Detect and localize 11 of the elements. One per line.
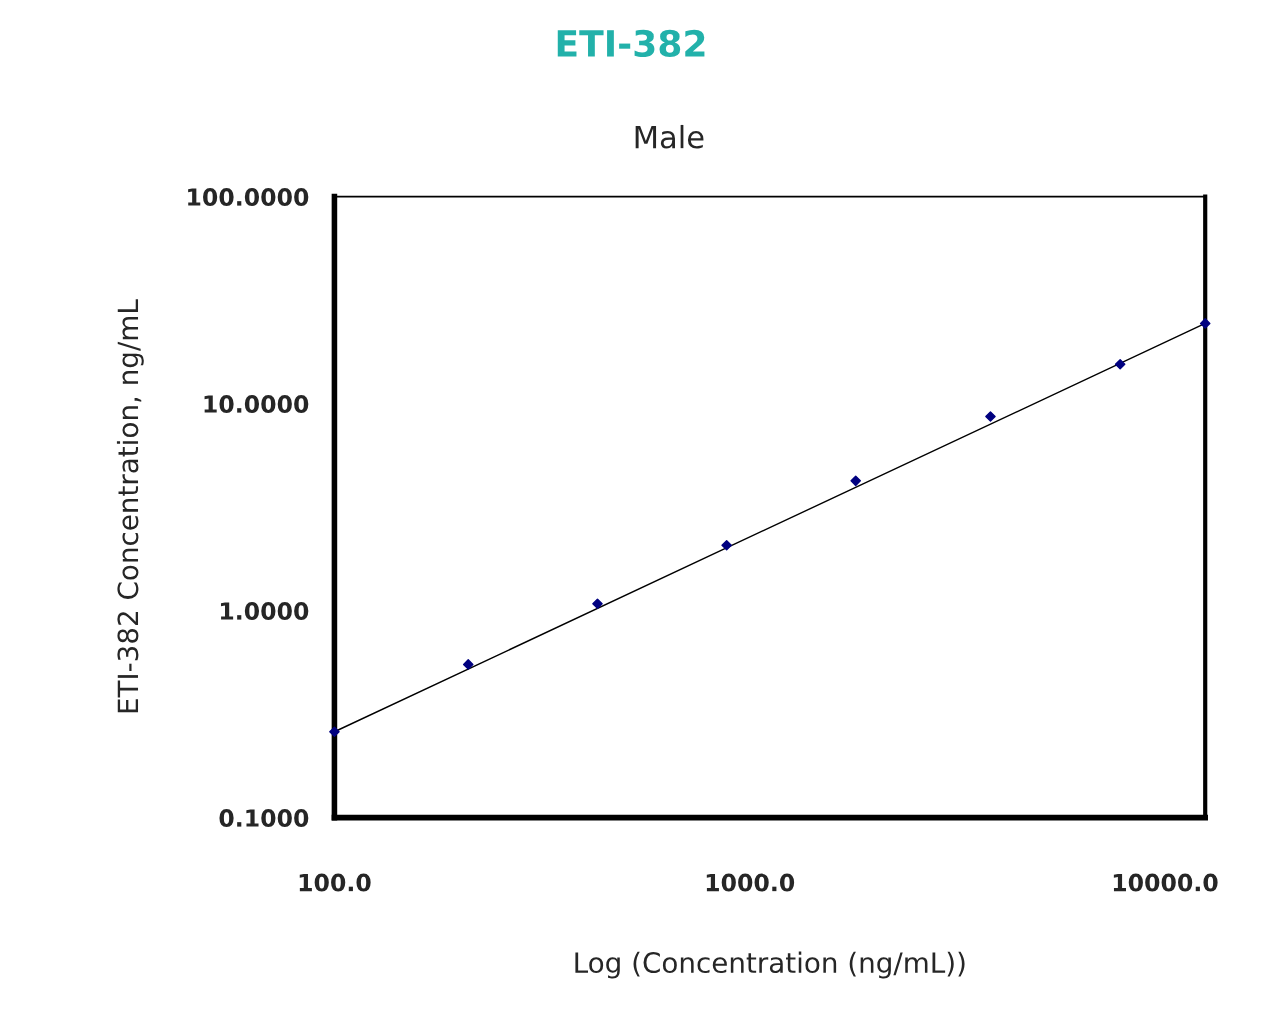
x-tick-label: 10000.0 <box>1113 873 1218 892</box>
chart-title: ETI-382 <box>557 29 705 58</box>
x-tick-label: 100.0 <box>299 873 371 892</box>
y-tick-label: 0.1000 <box>219 809 309 827</box>
x-axis-title: Log (Concentration (ng/mL)) <box>575 951 965 979</box>
y-tick-label: 100.0000 <box>188 188 309 206</box>
y-tick-label: 10.0000 <box>204 395 309 413</box>
chart-subtitle: Male <box>635 124 704 149</box>
y-tick-label: 1.0000 <box>220 602 309 620</box>
x-tick-label: 1000.0 <box>706 873 795 892</box>
y-axis-title: ETI-382 Concentration, ng/mL <box>116 299 144 713</box>
